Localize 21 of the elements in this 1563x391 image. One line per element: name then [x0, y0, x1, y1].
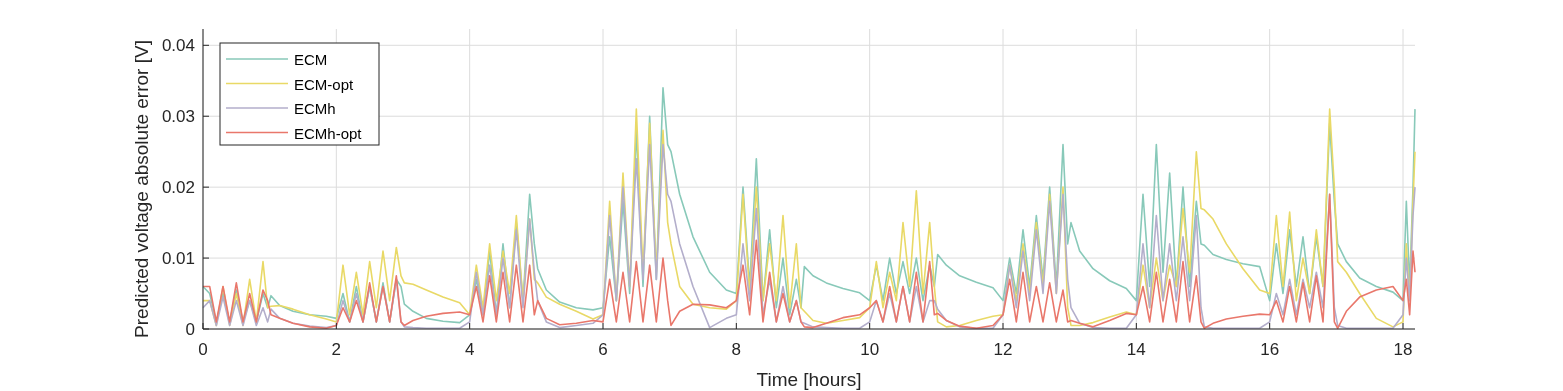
y-tick-label: 0.02 — [161, 178, 195, 198]
y-tick-label: 0.03 — [161, 107, 195, 127]
legend-label: ECM — [294, 51, 328, 68]
x-axis-title: Time [hours] — [756, 369, 862, 390]
y-tick-label: 0.04 — [161, 36, 195, 56]
legend-label: ECMh — [294, 100, 336, 117]
x-tick-label: 14 — [1126, 340, 1146, 359]
y-axis-title: Predicted voltage absolute error [V] — [131, 40, 152, 338]
x-tick-label: 12 — [993, 340, 1013, 359]
x-tick-label: 8 — [731, 340, 742, 359]
y-tick-label: 0.01 — [161, 249, 195, 269]
legend-label: ECM-opt — [294, 75, 355, 93]
x-tick-label: 10 — [860, 340, 880, 359]
legend-label: ECMh-opt — [294, 124, 363, 142]
x-tick-label: 16 — [1260, 340, 1280, 359]
x-tick-label: 4 — [464, 340, 475, 359]
x-tick-label: 6 — [598, 340, 608, 359]
x-tick-label: 0 — [198, 340, 208, 359]
x-tick-label: 18 — [1393, 340, 1413, 359]
x-tick-label: 2 — [331, 340, 342, 359]
y-tick-label: 0 — [185, 320, 195, 339]
